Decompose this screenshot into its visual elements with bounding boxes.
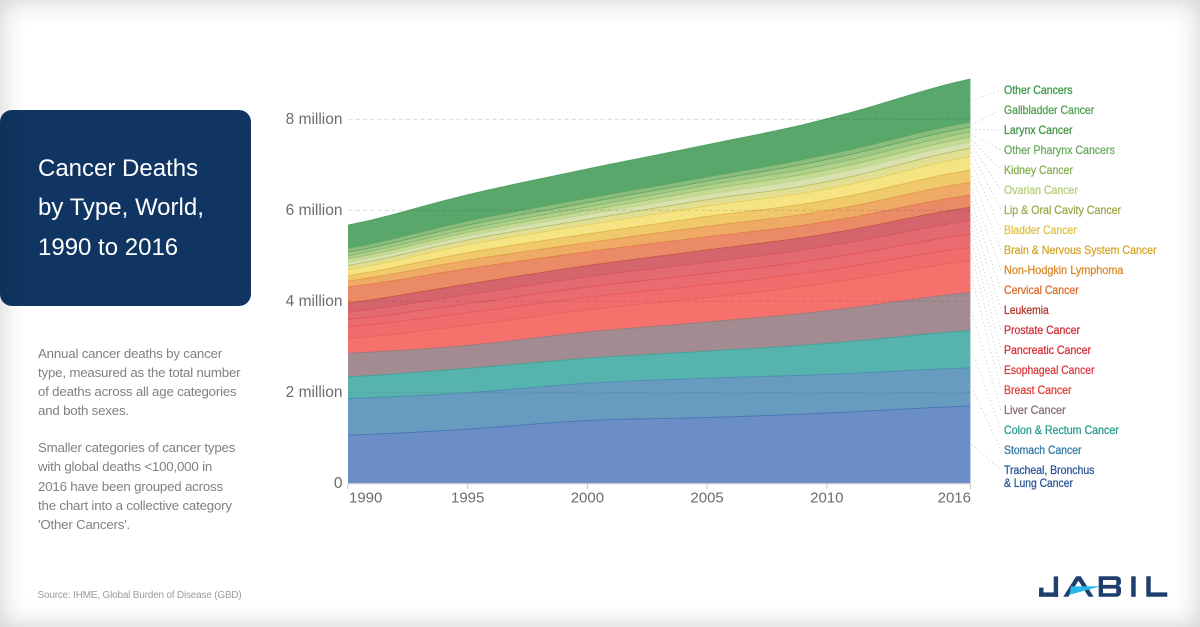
svg-text:Lip & Oral Cavity Cancer: Lip & Oral Cavity Cancer	[1004, 203, 1121, 217]
svg-text:1990: 1990	[349, 490, 382, 507]
svg-text:Gallbladder Cancer: Gallbladder Cancer	[1004, 103, 1094, 117]
svg-text:Breast Cancer: Breast Cancer	[1004, 383, 1072, 397]
svg-text:Stomach Cancer: Stomach Cancer	[1004, 443, 1082, 457]
svg-text:1995: 1995	[451, 490, 484, 507]
svg-text:Prostate Cancer: Prostate Cancer	[1004, 323, 1080, 337]
svg-text:Tracheal, Bronchus: Tracheal, Bronchus	[1004, 463, 1094, 477]
svg-text:Larynx Cancer: Larynx Cancer	[1004, 123, 1073, 137]
svg-text:Kidney Cancer: Kidney Cancer	[1004, 163, 1073, 177]
svg-text:Leukemia: Leukemia	[1004, 303, 1049, 317]
svg-text:Ovarian Cancer: Ovarian Cancer	[1004, 183, 1078, 197]
svg-text:Other Cancers: Other Cancers	[1004, 83, 1073, 97]
svg-text:Cervical Cancer: Cervical Cancer	[1004, 283, 1079, 297]
svg-text:Esophageal Cancer: Esophageal Cancer	[1004, 363, 1094, 377]
svg-text:Pancreatic Cancer: Pancreatic Cancer	[1004, 343, 1091, 357]
svg-text:Non-Hodgkin Lymphoma: Non-Hodgkin Lymphoma	[1004, 263, 1124, 277]
svg-text:2010: 2010	[810, 490, 843, 507]
svg-text:& Lung Cancer: & Lung Cancer	[1004, 476, 1073, 490]
svg-text:2005: 2005	[690, 490, 723, 507]
svg-text:8 million: 8 million	[286, 111, 343, 128]
svg-text:Liver Cancer: Liver Cancer	[1004, 403, 1066, 417]
svg-text:2016: 2016	[938, 490, 971, 507]
svg-text:Other Pharynx Cancers: Other Pharynx Cancers	[1004, 143, 1115, 157]
svg-text:2000: 2000	[571, 490, 604, 507]
svg-text:2 million: 2 million	[286, 384, 343, 401]
svg-text:0: 0	[334, 475, 343, 492]
svg-text:6 million: 6 million	[286, 202, 343, 219]
svg-text:Colon & Rectum Cancer: Colon & Rectum Cancer	[1004, 423, 1119, 437]
svg-text:Brain & Nervous System Cancer: Brain & Nervous System Cancer	[1004, 243, 1157, 257]
svg-text:Bladder Cancer: Bladder Cancer	[1004, 223, 1077, 237]
svg-text:4 million: 4 million	[286, 293, 343, 310]
